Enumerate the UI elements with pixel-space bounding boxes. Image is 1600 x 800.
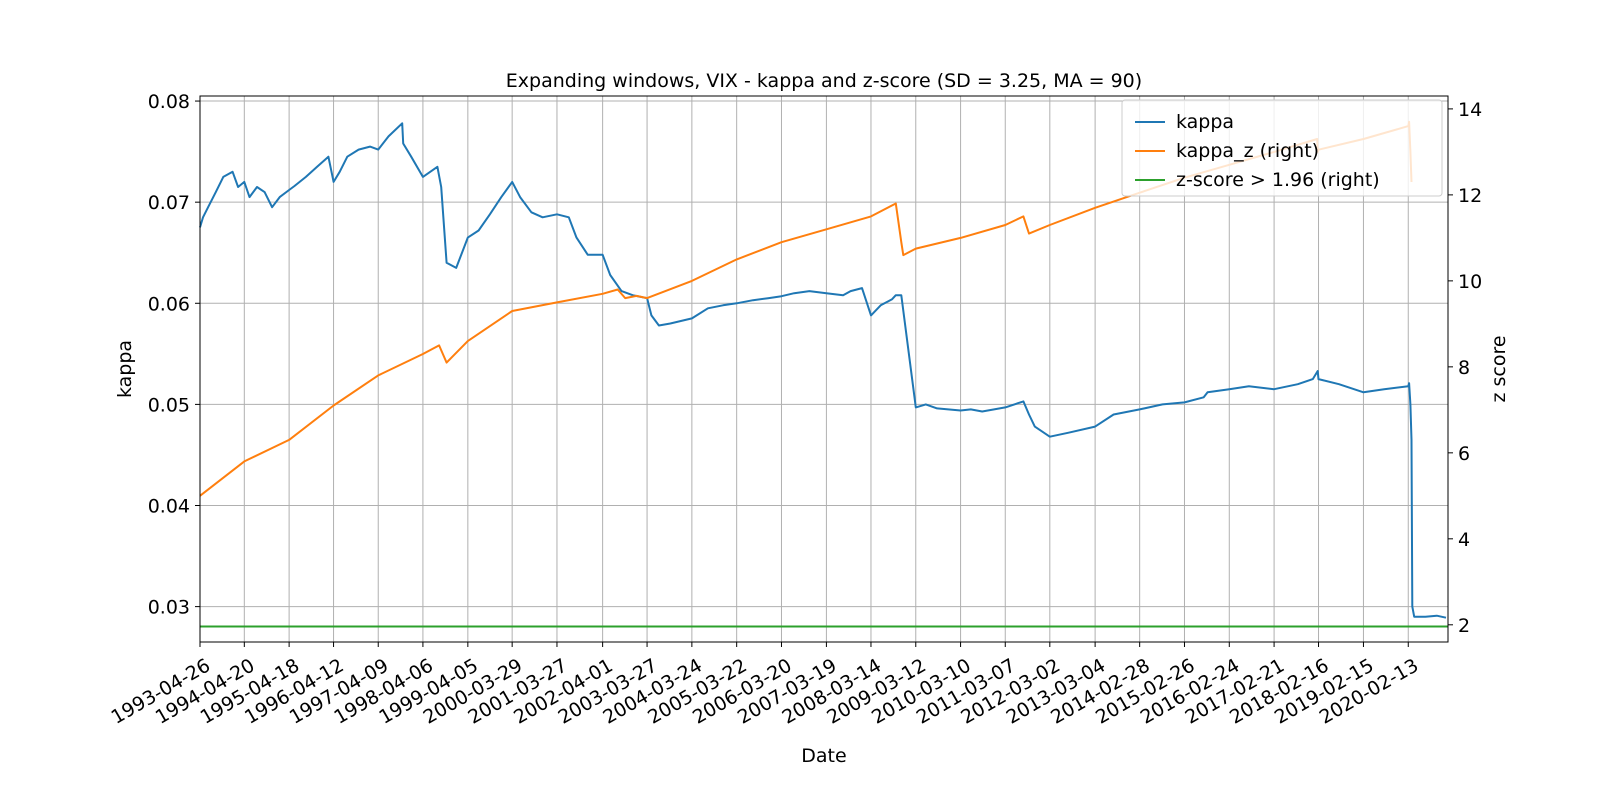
series-layer <box>199 120 1448 628</box>
y-tick-label-left: 0.08 <box>148 91 190 113</box>
legend: kappa kappa_z (right) z-score > 1.96 (righ… <box>1121 99 1443 197</box>
y-tick-label-right: 10 <box>1458 271 1482 293</box>
y-tick-label-right: 2 <box>1458 615 1470 637</box>
y-tick-label-left: 0.06 <box>148 293 190 315</box>
x-axis: 1993-04-261994-04-201995-04-181996-04-12… <box>107 642 1422 729</box>
chart-title: Expanding windows, VIX - kappa and z-sco… <box>506 70 1142 92</box>
y-tick-label-left: 0.07 <box>148 192 190 214</box>
y-tick-label-left: 0.04 <box>148 496 190 518</box>
right-axis: 2 4 6 8 10 12 14 <box>1448 99 1482 637</box>
plot-frame <box>199 95 1449 643</box>
legend-label: kappa_z (right) <box>1176 140 1319 162</box>
grid-layer <box>199 96 1448 642</box>
y-tick-label-right: 14 <box>1458 99 1482 121</box>
y-axis-label-right: z score <box>1488 335 1510 402</box>
legend-label: z-score > 1.96 (right) <box>1176 169 1380 191</box>
y-tick-label-left: 0.03 <box>148 597 190 619</box>
x-axis-label: Date <box>801 745 846 767</box>
y-axis-label-left: kappa <box>114 340 136 398</box>
y-tick-label-right: 6 <box>1458 443 1470 465</box>
y-tick-label-left: 0.05 <box>148 394 190 416</box>
y-tick-label-right: 8 <box>1458 357 1470 379</box>
y-tick-label-right: 4 <box>1458 529 1470 551</box>
y-tick-label-right: 12 <box>1458 185 1482 207</box>
left-axis: 0.03 0.04 0.05 0.06 0.07 0.08 <box>148 91 200 619</box>
legend-label: kappa <box>1176 111 1234 133</box>
series-line-kappa <box>199 122 1447 619</box>
legend-box <box>1121 99 1443 197</box>
